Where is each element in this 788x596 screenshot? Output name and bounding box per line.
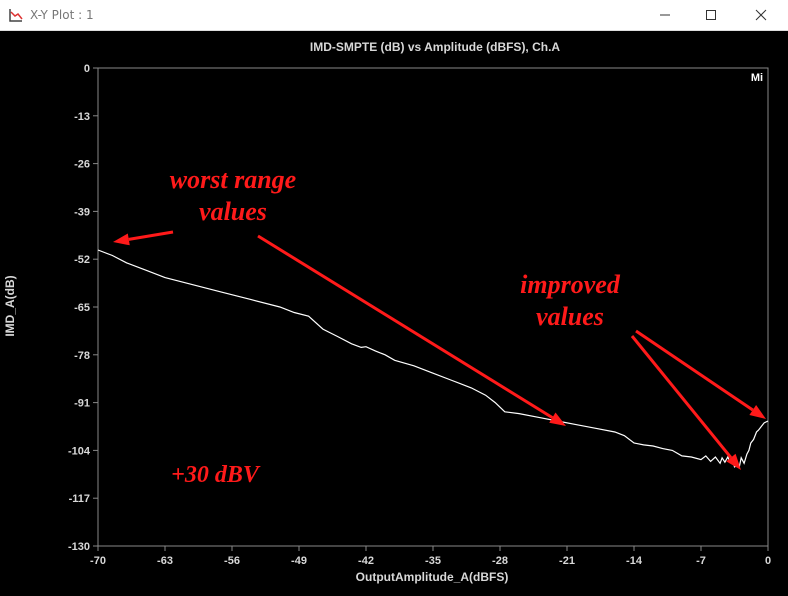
improved-to-dip-arrow (630, 335, 741, 470)
minimize-button[interactable] (642, 0, 688, 30)
xy-plot-app-icon (9, 9, 23, 22)
y-tick-label: -52 (74, 254, 90, 266)
y-tick-label: -65 (74, 302, 90, 314)
minimize-icon (660, 14, 670, 16)
worst-range-arrow (113, 230, 174, 246)
x-tick-label: -21 (559, 555, 575, 567)
x-tick-label: -49 (291, 555, 307, 567)
window-title: X-Y Plot : 1 (30, 8, 94, 22)
worst-range-text: worst range values (169, 165, 297, 226)
y-tick-label: -13 (74, 111, 90, 123)
level-text: +30 dBV (171, 462, 259, 488)
y-axis-label: IMD_A(dB) (3, 275, 17, 336)
improved-to-end-arrow (635, 329, 766, 419)
corner-marker-label: Mi (751, 72, 763, 84)
x-tick-label: -70 (90, 555, 106, 567)
y-tick-label: -78 (74, 350, 90, 362)
close-icon (755, 9, 767, 21)
worst-to-curve-arrow (257, 234, 566, 426)
x-tick-label: -63 (157, 555, 173, 567)
x-tick-label: -56 (224, 555, 240, 567)
x-tick-label: -7 (696, 555, 706, 567)
y-tick-label: -91 (74, 398, 90, 410)
y-tick-label: -130 (68, 541, 90, 553)
worst-range-annotation: worst range values (138, 164, 328, 228)
maximize-button[interactable] (688, 0, 734, 30)
imd-series-line (97, 249, 769, 469)
chart-title: IMD-SMPTE (dB) vs Amplitude (dBFS), Ch.A (310, 40, 561, 54)
maximize-icon (706, 10, 716, 20)
y-tick-label: 0 (84, 63, 90, 75)
close-button[interactable] (738, 0, 784, 30)
y-tick-label: -39 (74, 206, 90, 218)
y-tick-label: -26 (74, 159, 90, 171)
improved-values-text: improved values (520, 270, 620, 331)
x-axis-label: OutputAmplitude_A(dBFS) (356, 570, 509, 584)
x-tick-label: -35 (425, 555, 441, 567)
level-annotation: +30 dBV (150, 459, 280, 491)
y-tick-label: -117 (69, 493, 90, 505)
x-tick-label: -14 (626, 555, 643, 567)
x-tick-label: 0 (765, 555, 771, 567)
x-tick-label: -28 (492, 555, 508, 567)
xy-chart: IMD-SMPTE (dB) vs Amplitude (dBFS), Ch.A… (3, 40, 771, 584)
x-tick-label: -42 (358, 555, 374, 567)
plot-area: IMD-SMPTE (dB) vs Amplitude (dBFS), Ch.A… (0, 31, 788, 591)
improved-values-annotation: improved values (490, 269, 650, 333)
window-titlebar: X-Y Plot : 1 (0, 0, 788, 31)
y-tick-label: -104 (68, 445, 91, 457)
